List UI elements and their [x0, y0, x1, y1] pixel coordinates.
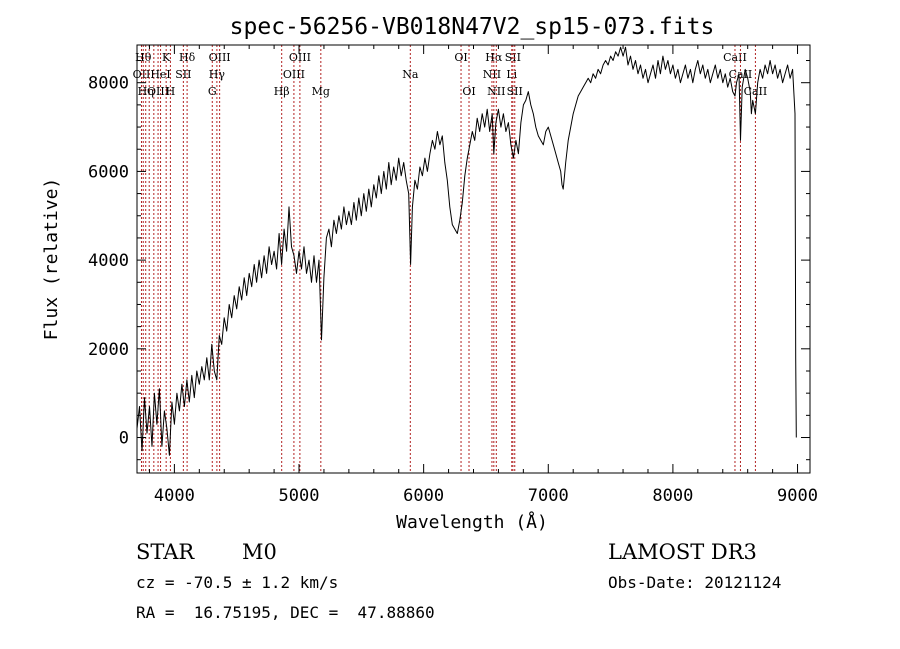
line-label-14: Hβ	[274, 85, 290, 98]
x-tick-label-1: 5000	[279, 486, 320, 506]
line-label-8: H	[166, 85, 176, 98]
x-tick-label-2: 6000	[403, 486, 444, 506]
object-class: STAR	[136, 540, 195, 564]
y-tick-label-0: 0	[119, 429, 129, 449]
observation-date: Obs-Date: 20121124	[608, 573, 782, 592]
line-label-21: NII	[483, 68, 501, 81]
line-label-28: CaII	[729, 68, 753, 81]
line-label-2: Hη	[138, 85, 154, 98]
x-tick-label-0: 4000	[154, 486, 195, 506]
line-label-15: OIII	[283, 68, 305, 81]
line-label-5: OIII	[147, 85, 169, 98]
line-label-26: SII	[507, 85, 523, 98]
line-label-9: SII	[175, 68, 191, 81]
y-axis-label: Flux (relative)	[41, 178, 62, 341]
line-label-13: OIII	[209, 51, 231, 64]
survey-name: LAMOST DR3	[608, 540, 757, 564]
line-label-20: OI	[462, 85, 475, 98]
line-label-0: OII	[133, 68, 151, 81]
plot-frame	[136, 44, 811, 474]
y-tick-label-3: 6000	[88, 162, 129, 182]
axis-ticks: 4000 5000 6000 7000 8000 9000 0 2000 4000 6000 800…	[88, 45, 818, 506]
line-label-11: G	[208, 85, 217, 98]
line-markers: OIIHθHηOIIIHeIKHSIIHδGHγOIIIHβOIIIOIIIMg…	[133, 45, 768, 473]
line-label-24: Li	[506, 68, 517, 81]
x-axis-label: Wavelength (Å)	[396, 511, 548, 533]
line-label-29: CaII	[744, 85, 768, 98]
line-label-7: K	[162, 51, 171, 64]
line-label-16: OIII	[289, 51, 311, 64]
y-tick-label-2: 4000	[88, 251, 129, 271]
y-tick-label-1: 2000	[88, 340, 129, 360]
line-label-25: SII	[505, 51, 521, 64]
line-label-18: Na	[402, 68, 419, 81]
chart-title: spec-56256-VB018N47V2_sp15-073.fits	[230, 14, 715, 40]
spectrum-line-0	[136, 46, 797, 456]
line-label-17: Mg	[312, 85, 330, 98]
line-label-12: Hγ	[209, 68, 226, 81]
object-subclass: M0	[242, 540, 277, 564]
x-tick-label-3: 7000	[528, 486, 569, 506]
line-label-23: NII	[487, 85, 505, 98]
line-label-6: HeI	[150, 68, 170, 81]
redshift-velocity: cz = -70.5 ± 1.2 km/s	[136, 573, 339, 592]
line-label-27: CaII	[723, 51, 747, 64]
line-label-22: Hα	[485, 51, 503, 64]
sky-coordinates: RA = 16.75195, DEC = 47.88860	[136, 603, 435, 622]
line-label-19: OI	[454, 51, 467, 64]
series-layer	[136, 46, 797, 456]
x-tick-label-4: 8000	[652, 486, 693, 506]
x-tick-label-5: 9000	[777, 486, 818, 506]
line-label-10: Hδ	[179, 51, 196, 64]
y-tick-label-4: 8000	[88, 74, 129, 94]
